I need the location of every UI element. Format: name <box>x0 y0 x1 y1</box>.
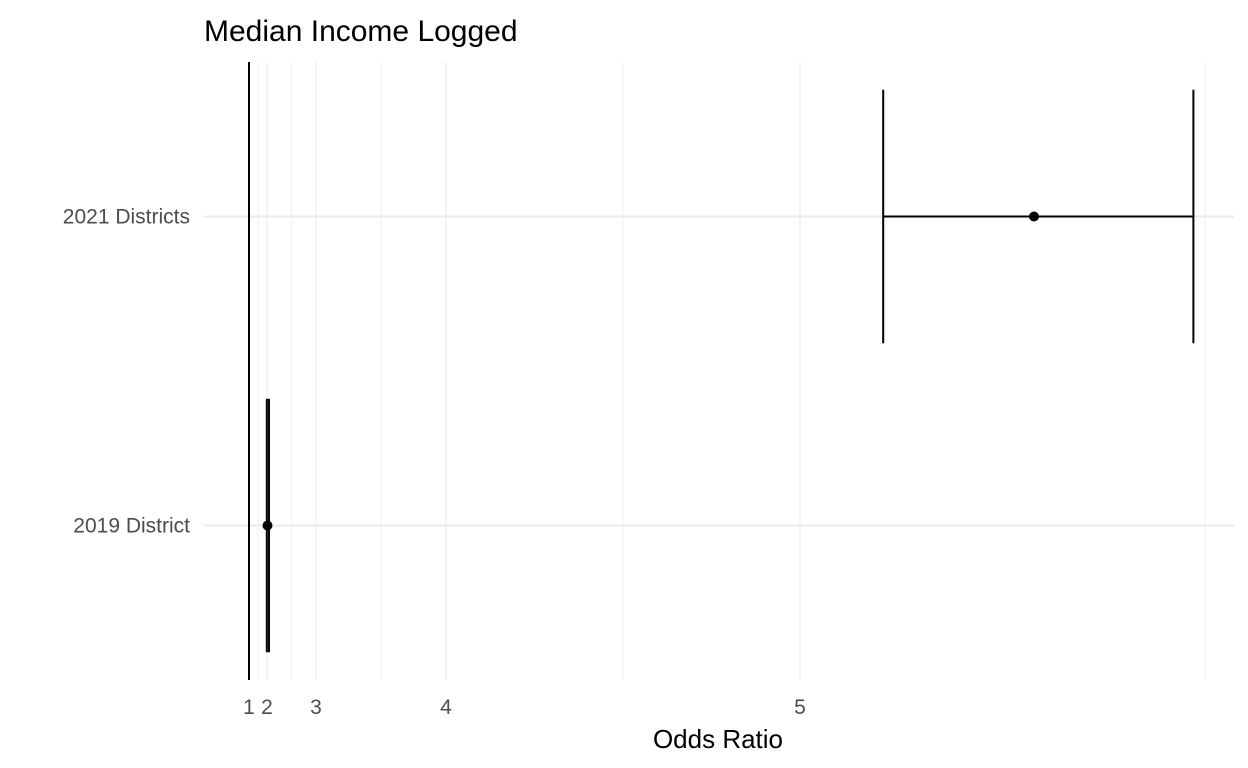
marks-layer <box>262 89 1195 653</box>
y-tick-label: 2019 District <box>73 515 190 538</box>
x-tick-label: 5 <box>794 696 806 719</box>
x-tick-label: 4 <box>440 696 452 719</box>
x-tick-label: 1 <box>243 696 255 719</box>
axis-layer: 2021 Districts 2019 District 1 2 3 4 5 <box>63 206 806 720</box>
y-tick-label: 2021 Districts <box>63 206 190 229</box>
estimate-point <box>262 520 273 531</box>
x-tick-label: 3 <box>310 696 322 719</box>
grid-layer <box>204 62 1234 680</box>
x-axis-label: Odds Ratio <box>653 724 783 754</box>
x-tick-label: 2 <box>261 696 273 719</box>
chart-title: Median Income Logged <box>204 15 518 48</box>
estimate-point <box>1029 211 1039 222</box>
